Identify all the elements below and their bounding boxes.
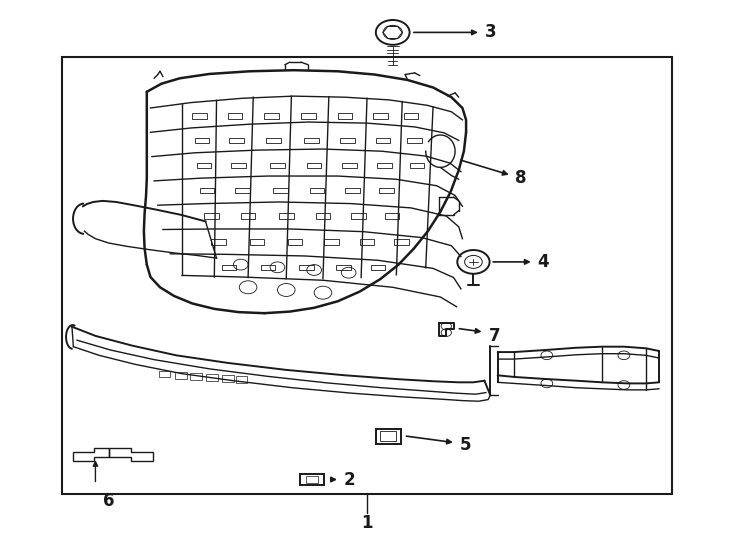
Bar [62,57,672,494]
Bar [380,431,396,441]
Bar [410,163,424,168]
Bar [206,374,218,381]
Text: 5: 5 [459,436,471,455]
Bar [310,188,324,193]
Bar [229,138,244,143]
Text: 3: 3 [484,23,496,42]
Bar [197,163,211,168]
Bar [266,138,281,143]
Bar [159,371,170,377]
Bar [300,474,324,485]
Bar [301,113,316,119]
Bar [264,113,279,119]
Bar [340,138,355,143]
Bar [222,375,234,382]
Bar [404,113,418,119]
Bar [394,239,409,245]
Bar [200,188,214,193]
Bar [231,163,246,168]
Text: 2: 2 [344,470,355,489]
Bar [190,373,202,380]
Bar [228,113,242,119]
Bar [241,213,255,219]
Bar [192,113,207,119]
Bar [407,138,422,143]
Bar [338,113,352,119]
Bar [376,138,390,143]
Bar [195,138,209,143]
Bar [306,476,318,483]
Text: 8: 8 [515,169,527,187]
Bar [235,188,250,193]
Bar [324,239,339,245]
Bar [270,163,285,168]
Bar [373,113,388,119]
Bar [222,265,236,270]
Bar [351,213,366,219]
Text: 7: 7 [489,327,501,345]
Bar [377,163,392,168]
Bar [385,213,399,219]
Text: 4: 4 [537,253,549,271]
Bar [336,265,351,270]
Bar [360,239,374,245]
Bar [304,138,319,143]
Bar [236,376,247,383]
Bar [307,163,321,168]
Bar [299,265,314,270]
Bar [371,265,385,270]
Bar [204,213,219,219]
Bar [345,188,360,193]
Bar [250,239,264,245]
Text: 1: 1 [361,514,373,532]
Text: 6: 6 [103,492,115,510]
Bar [175,372,187,379]
Bar [316,213,330,219]
Bar [376,429,401,444]
Bar [261,265,275,270]
Bar [273,188,288,193]
Bar [342,163,357,168]
Bar [288,239,302,245]
Bar [379,188,394,193]
Bar [211,239,226,245]
Bar [279,213,294,219]
